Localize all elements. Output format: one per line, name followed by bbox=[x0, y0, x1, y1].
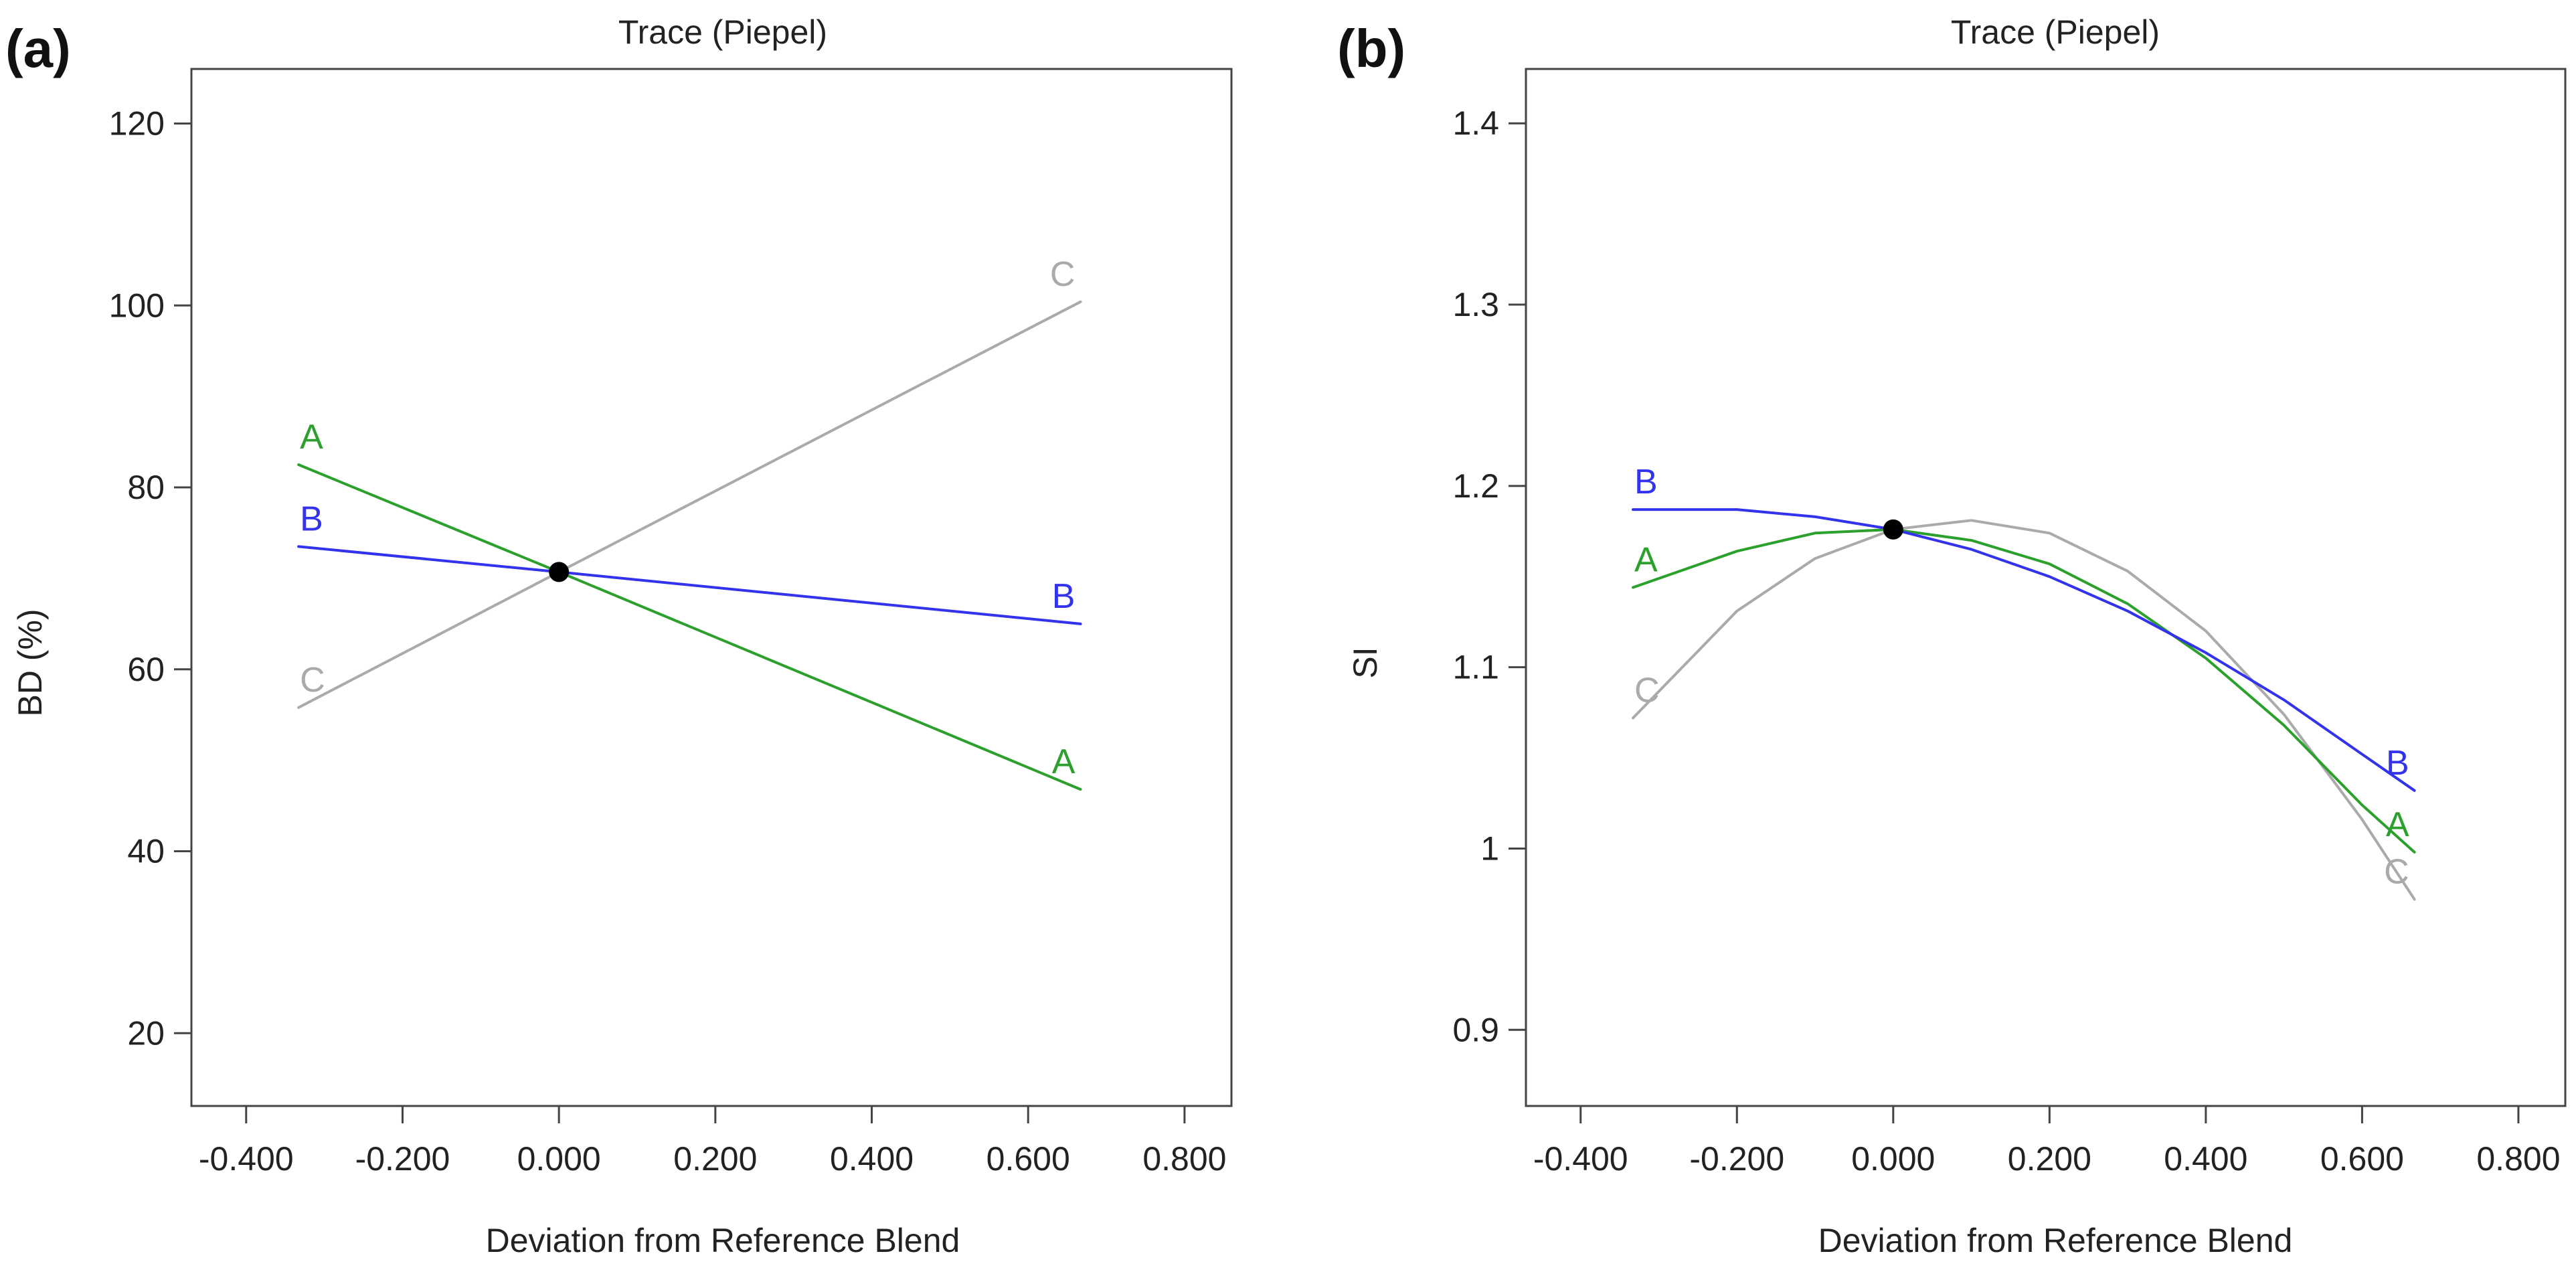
x-tick-label-b: 0.600 bbox=[2320, 1140, 2404, 1178]
y-tick-label-a: 40 bbox=[127, 833, 165, 870]
series-label-end-A-a: A bbox=[1052, 742, 1076, 781]
series-label-start-A-a: A bbox=[300, 418, 323, 457]
plot-area-a: -0.400 -0.200 0.000 0.200 0.400 0.600 0.800 20 4… bbox=[109, 68, 1233, 1178]
y-tick-label-b: 1.2 bbox=[1452, 467, 1499, 505]
y-tick-label-a: 80 bbox=[127, 469, 165, 506]
series-line-C-b bbox=[1632, 519, 2416, 901]
x-tick-label-a: -0.200 bbox=[355, 1140, 450, 1178]
x-tick-label-b: -0.400 bbox=[1533, 1140, 1628, 1178]
series-label-start-B-b: B bbox=[1634, 463, 1658, 501]
series-label-end-B-a: B bbox=[1052, 577, 1076, 616]
y-axis-label-b: SI bbox=[1347, 647, 1384, 678]
y-tick-label-b: 1.4 bbox=[1452, 104, 1499, 142]
x-tick-label-b: 0.800 bbox=[2476, 1140, 2560, 1178]
y-tick-label-a: 60 bbox=[127, 651, 165, 688]
panel-label-b: (b) bbox=[1337, 19, 1405, 78]
y-axis-label-a: BD (%) bbox=[11, 609, 49, 716]
plot-area-b: -0.400 -0.200 0.000 0.200 0.400 0.600 0.800 0.9… bbox=[1452, 68, 2567, 1178]
series-line-A-b bbox=[1632, 528, 2416, 854]
y-tick-label-b: 1.3 bbox=[1452, 286, 1499, 323]
x-axis-label-a: Deviation from Reference Blend bbox=[486, 1222, 960, 1259]
x-axis-label-b: Deviation from Reference Blend bbox=[1818, 1222, 2293, 1259]
series-label-end-B-b: B bbox=[2386, 744, 2409, 783]
y-tick-label-b: 0.9 bbox=[1452, 1011, 1499, 1048]
x-tick-label-a: 0.400 bbox=[830, 1140, 914, 1178]
series-line-B-a bbox=[297, 545, 1082, 625]
x-tick-label-a: 0.600 bbox=[986, 1140, 1070, 1178]
series-line-A-a bbox=[297, 463, 1082, 791]
y-tick-label-a: 100 bbox=[109, 287, 165, 324]
x-tick-label-b: 0.200 bbox=[2008, 1140, 2091, 1178]
x-tick-label-a: 0.200 bbox=[673, 1140, 757, 1178]
series-label-start-B-a: B bbox=[300, 499, 323, 538]
reference-point-a bbox=[549, 562, 570, 582]
x-tick-label-b: 0.000 bbox=[1851, 1140, 1935, 1178]
panel-label-a: (a) bbox=[5, 19, 71, 78]
chart-title-b: Trace (Piepel) bbox=[1951, 13, 2160, 51]
panel-a: (a) Trace (Piepel) Deviation from Refere… bbox=[5, 13, 1233, 1259]
series-label-end-A-b: A bbox=[2386, 805, 2409, 844]
y-tick-label-b: 1 bbox=[1480, 829, 1499, 867]
series-label-end-C-a: C bbox=[1050, 255, 1076, 294]
x-tick-label-b: -0.200 bbox=[1689, 1140, 1784, 1178]
x-tick-label-a: -0.400 bbox=[199, 1140, 294, 1178]
series-label-start-A-b: A bbox=[1634, 541, 1658, 580]
x-tick-label-b: 0.400 bbox=[2164, 1140, 2247, 1178]
y-tick-label-a: 20 bbox=[127, 1014, 165, 1052]
series-label-start-C-a: C bbox=[300, 661, 325, 700]
x-tick-label-a: 0.000 bbox=[517, 1140, 601, 1178]
y-tick-label-a: 120 bbox=[109, 105, 165, 143]
series-line-B-b bbox=[1632, 508, 2416, 792]
chart-title-a: Trace (Piepel) bbox=[618, 13, 827, 51]
panel-b: (b) Trace (Piepel) Deviation from Refere… bbox=[1337, 13, 2567, 1259]
plot-frame-a bbox=[190, 68, 1233, 1107]
plot-frame-b bbox=[1525, 68, 2567, 1107]
y-tick-label-b: 1.1 bbox=[1452, 649, 1499, 686]
x-tick-label-a: 0.800 bbox=[1142, 1140, 1226, 1178]
series-label-start-C-b: C bbox=[1634, 671, 1660, 710]
series-line-C-a bbox=[297, 300, 1082, 709]
reference-point-b bbox=[1883, 519, 1903, 540]
series-label-end-C-b: C bbox=[2384, 852, 2409, 891]
